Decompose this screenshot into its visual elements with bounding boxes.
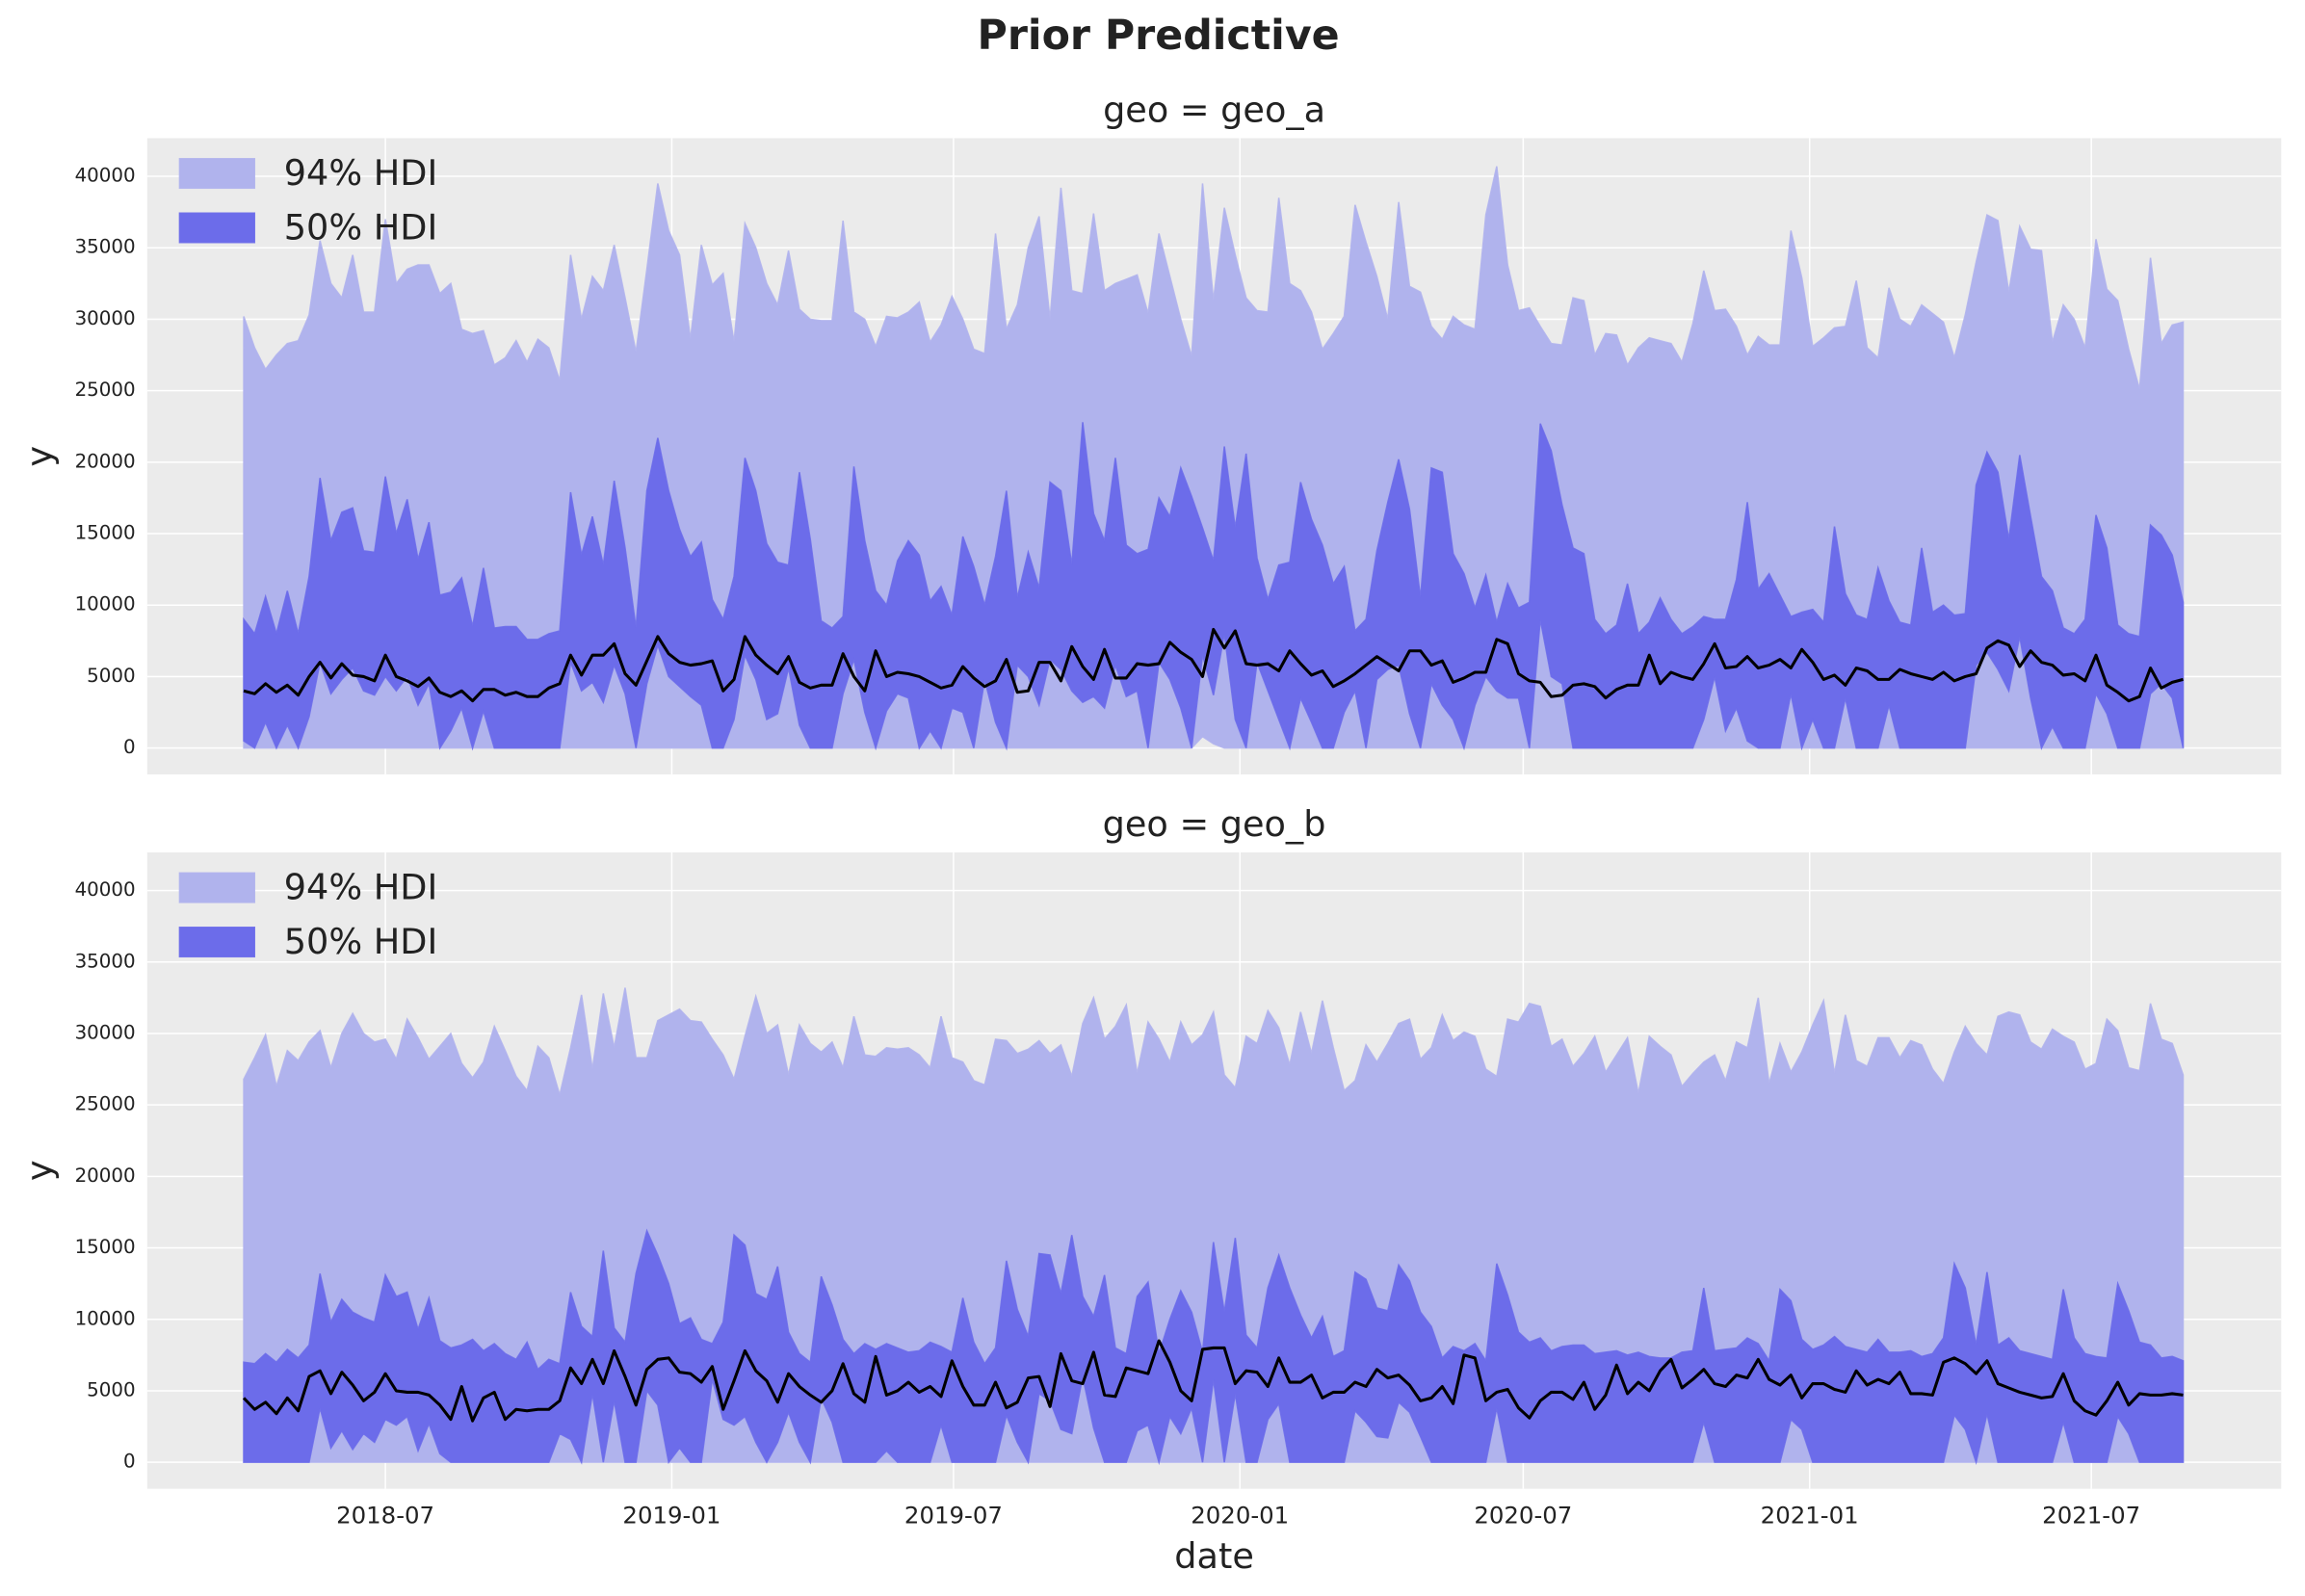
x-tick-label: 2019-07 bbox=[904, 1502, 1003, 1530]
mean-line bbox=[242, 1339, 2184, 1423]
legend-label: 94% HDI bbox=[284, 152, 438, 194]
hdi-band bbox=[243, 422, 2185, 751]
y-tick-label: 40000 bbox=[75, 878, 136, 901]
y-tick-label: 35000 bbox=[75, 950, 136, 972]
x-tick-label: 2021-07 bbox=[2042, 1502, 2140, 1530]
legend-swatch bbox=[178, 212, 256, 244]
figure-title: Prior Predictive bbox=[978, 12, 1340, 60]
axes-title: geo = geo_a bbox=[1103, 89, 1325, 130]
axes-title: geo = geo_b bbox=[1103, 803, 1326, 845]
y-tick-label: 5000 bbox=[87, 665, 135, 687]
legend-label: 50% HDI bbox=[284, 207, 438, 249]
x-tick-label: 2020-01 bbox=[1191, 1502, 1289, 1530]
y-tick-label: 35000 bbox=[75, 236, 136, 258]
y-tick-label: 10000 bbox=[75, 593, 136, 615]
y-tick-label: 30000 bbox=[75, 1021, 136, 1043]
y-tick-label: 10000 bbox=[75, 1307, 136, 1329]
x-tick-label: 2018-07 bbox=[336, 1502, 434, 1530]
y-tick-label: 25000 bbox=[75, 379, 136, 401]
legend-swatch bbox=[178, 927, 256, 958]
legend-swatch bbox=[178, 872, 256, 903]
legend-label: 94% HDI bbox=[284, 867, 438, 908]
y-tick-label: 20000 bbox=[75, 1164, 136, 1187]
y-tick-label: 25000 bbox=[75, 1093, 136, 1115]
x-tick-label: 2020-07 bbox=[1474, 1502, 1572, 1530]
y-tick-label: 40000 bbox=[75, 165, 136, 187]
y-tick-label: 5000 bbox=[87, 1378, 135, 1400]
y-tick-label: 0 bbox=[123, 1451, 136, 1473]
x-tick-label: 2019-01 bbox=[622, 1502, 720, 1530]
y-tick-label: 15000 bbox=[75, 522, 136, 544]
mean-line bbox=[243, 627, 2184, 703]
legend-swatch bbox=[178, 158, 256, 190]
x-tick-label: 2021-01 bbox=[1761, 1502, 1859, 1530]
y-tick-label: 20000 bbox=[75, 450, 136, 472]
x-axis-label: date bbox=[1174, 1535, 1254, 1577]
y-tick-label: 15000 bbox=[75, 1236, 136, 1258]
y-axis-label: y bbox=[19, 446, 61, 467]
legend-label: 50% HDI bbox=[284, 921, 438, 962]
y-tick-label: 30000 bbox=[75, 307, 136, 329]
y-axis-label: y bbox=[19, 1160, 61, 1181]
y-tick-label: 0 bbox=[123, 736, 136, 758]
